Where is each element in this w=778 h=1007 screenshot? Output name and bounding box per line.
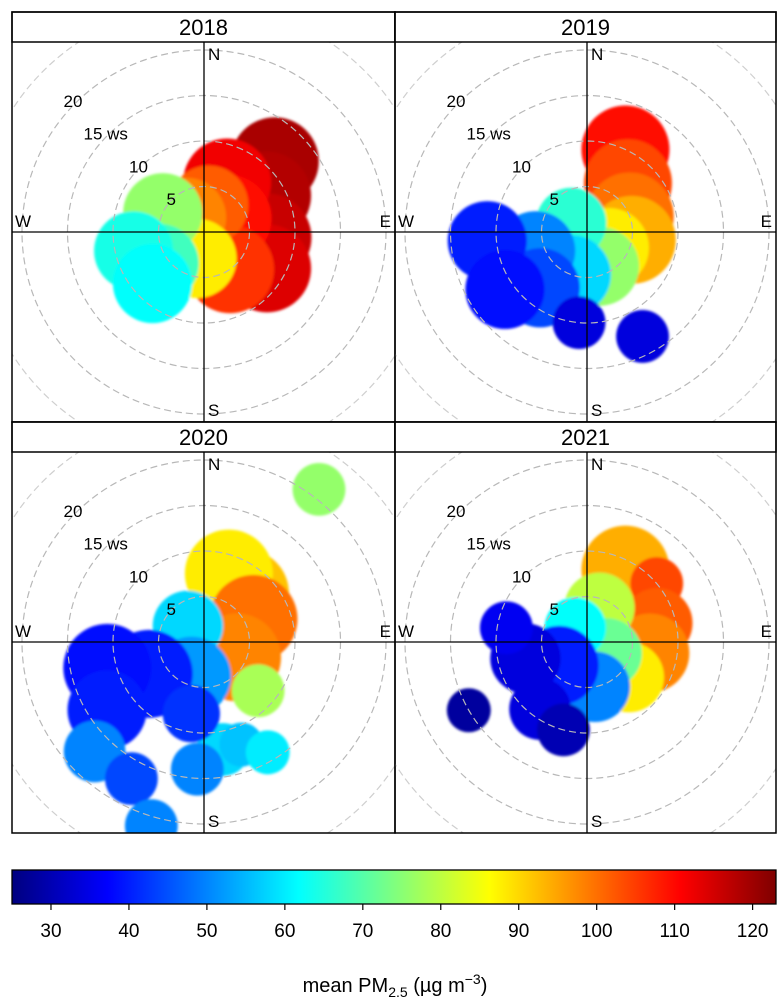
ring-label: 10: [129, 157, 148, 176]
concentration-blob: [245, 730, 290, 775]
concentration-blob: [112, 243, 193, 324]
direction-label-south: S: [591, 401, 602, 420]
panel-title-strip: [11, 421, 396, 453]
ring-label: 15 ws: [467, 535, 511, 554]
ring-label: 20: [446, 92, 465, 111]
colorbar-tick-label: 30: [40, 921, 61, 942]
ring-label: 15 ws: [84, 125, 128, 144]
ring-label: 15 ws: [84, 535, 128, 554]
colorbar-title-subscript: 2.5: [388, 984, 408, 1000]
concentration-surface: [94, 117, 319, 324]
concentration-blob: [616, 310, 669, 363]
ring-label: 5: [550, 600, 559, 619]
colorbar-ticks: 30 40 50 60 70 80 90 100 110 120: [40, 904, 768, 942]
colorbar-tick-label: 80: [430, 921, 451, 942]
ring-label: 5: [167, 600, 176, 619]
direction-label-east: E: [380, 622, 391, 641]
concentration-blob: [104, 752, 158, 805]
ring-label: 10: [129, 567, 148, 586]
colorbar-title-unit: (µg m: [408, 975, 465, 997]
direction-label-north: N: [591, 455, 603, 474]
direction-label-north: N: [208, 45, 220, 64]
direction-label-east: E: [380, 212, 391, 231]
ring-label: 20: [446, 502, 465, 521]
concentration-surface: [446, 525, 693, 757]
panel-title: 2020: [179, 425, 228, 450]
colorbar-tick-label: 120: [737, 921, 769, 942]
ring-label: 20: [63, 502, 82, 521]
ring-label: 5: [550, 190, 559, 209]
direction-label-west: W: [15, 622, 31, 641]
colorbar-tick-label: 110: [660, 921, 690, 942]
colorbar-tick-label: 100: [581, 921, 613, 942]
concentration-blob: [479, 601, 533, 655]
direction-label-north: N: [208, 455, 220, 474]
concentration-blob: [162, 685, 220, 743]
panel-title: 2021: [561, 425, 610, 450]
direction-label-east: E: [761, 622, 772, 641]
panel-title: 2018: [179, 15, 228, 40]
colorbar-title: mean PM2.5 (µg m−3): [303, 971, 488, 1000]
direction-label-east: E: [761, 212, 772, 231]
colorbar-tick-label: 60: [274, 921, 295, 942]
colorbar-title-main: mean PM: [303, 975, 389, 997]
direction-label-north: N: [591, 45, 603, 64]
colorbar-gradient: [11, 869, 777, 905]
concentration-blob: [552, 296, 606, 350]
concentration-blob: [124, 799, 178, 833]
concentration-blob: [231, 664, 285, 718]
ring-label: 10: [512, 567, 531, 586]
direction-label-west: W: [398, 212, 414, 231]
concentration-blob: [170, 742, 224, 796]
direction-label-south: S: [591, 812, 602, 831]
colorbar-tick-label: 90: [508, 921, 529, 942]
colorbar-title-close: ): [481, 975, 488, 997]
colorbar-title-superscript: −3: [465, 971, 481, 987]
concentration-blob: [292, 462, 346, 516]
direction-label-south: S: [208, 401, 219, 420]
concentration-surface: [447, 105, 676, 363]
concentration-surface: [63, 462, 346, 833]
ring-label: 10: [512, 157, 531, 176]
direction-label-south: S: [208, 812, 219, 831]
concentration-blob: [465, 249, 545, 330]
colorbar-tick-label: 40: [118, 921, 139, 942]
direction-label-west: W: [15, 212, 31, 231]
ring-label: 15 ws: [467, 125, 511, 144]
panel-title-strip: [394, 421, 777, 453]
direction-label-west: W: [398, 622, 414, 641]
colorbar: 30 40 50 60 70 80 90 100 110 120 mean PM2.5 (µg m…: [11, 869, 777, 1000]
colorbar-tick-label: 50: [196, 921, 217, 942]
ring-label: 20: [63, 92, 82, 111]
panel-title: 2019: [561, 15, 610, 40]
ring-label: 5: [167, 190, 176, 209]
panel-border: [394, 421, 777, 834]
colorbar-tick-label: 70: [352, 921, 373, 942]
